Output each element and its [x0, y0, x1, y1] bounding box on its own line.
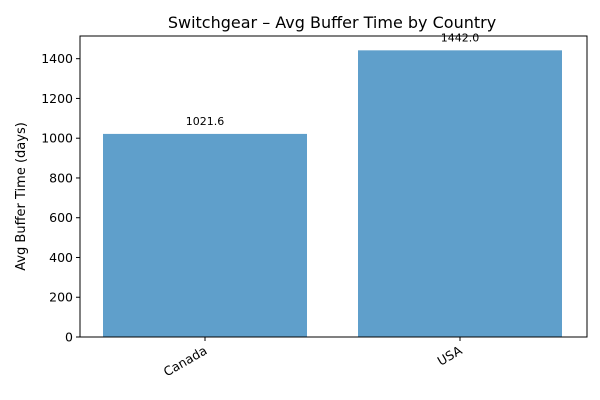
- x-axis-ticks: Canada USA: [161, 337, 465, 379]
- y-axis-ticks: 0 200 400 600 800 1000 1200 1400: [41, 51, 80, 345]
- bar-canada: [103, 133, 307, 337]
- bars-group: [103, 50, 562, 337]
- y-tick-label: 200: [49, 290, 73, 305]
- x-tick-label-usa: USA: [435, 342, 465, 368]
- y-tick-label: 1000: [41, 131, 73, 146]
- y-tick-label: 600: [49, 210, 73, 225]
- y-axis-label: Avg Buffer Time (days): [14, 122, 29, 271]
- chart-title: Switchgear – Avg Buffer Time by Country: [168, 13, 496, 32]
- y-tick-label: 800: [49, 170, 73, 185]
- plot-frame: [79, 35, 588, 338]
- y-tick-label: 1200: [41, 91, 73, 106]
- y-tick-label: 400: [49, 250, 73, 265]
- y-tick-label: 0: [65, 330, 73, 345]
- y-tick-label: 1400: [41, 51, 73, 66]
- data-label-usa: 1442.0: [441, 31, 480, 44]
- data-labels-group: 1021.6 1442.0: [186, 31, 480, 128]
- data-label-canada: 1021.6: [186, 115, 225, 128]
- x-tick-label-canada: Canada: [161, 343, 210, 380]
- bar-usa: [358, 50, 562, 337]
